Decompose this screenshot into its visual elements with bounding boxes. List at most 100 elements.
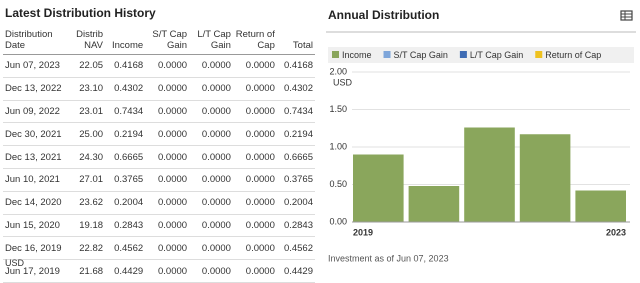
table-cell: Jun 10, 2021 <box>3 168 68 192</box>
bar <box>353 154 404 222</box>
table-cell: 27.01 <box>67 168 106 192</box>
legend-background <box>328 47 634 63</box>
table-cell: 23.10 <box>67 77 106 101</box>
y-tick-label: 1.50 <box>329 104 347 114</box>
table-row: Dec 16, 2019 22.82 0.4562 0.0000 0.0000 0.000… <box>3 236 315 261</box>
table-cell: 0.0000 <box>232 191 277 215</box>
table-cell: 0.2194 <box>105 122 146 147</box>
table-cell: Dec 13, 2021 <box>3 145 68 169</box>
table-row: Dec 13, 2022 23.10 0.4302 0.0000 0.0000 0.000… <box>3 77 315 101</box>
table-cell: 0.0000 <box>189 191 233 215</box>
table-cell: Dec 30, 2021 <box>3 122 68 147</box>
table-footer: USD <box>5 258 25 268</box>
table-cell: 0.6665 <box>276 145 315 169</box>
table-cell: 0.0000 <box>145 77 190 101</box>
legend-label: Return of Cap <box>545 50 601 60</box>
column-header: Income <box>105 29 146 55</box>
table-cell: 0.0000 <box>145 259 190 283</box>
table-cell: 0.3765 <box>105 168 146 192</box>
table-cell: 22.05 <box>67 54 106 78</box>
chart-note: Investment as of Jun 07, 2023 <box>328 253 449 263</box>
table-row: Jun 09, 2022 23.01 0.7434 0.0000 0.0000 0.000… <box>3 100 315 124</box>
table-cell: 0.0000 <box>189 259 233 283</box>
table-cell: 0.2004 <box>105 191 146 215</box>
table-cell: 0.0000 <box>189 145 233 169</box>
bar <box>575 190 626 222</box>
icon-frame <box>620 10 633 21</box>
table-cell: Jun 07, 2023 <box>3 54 68 78</box>
table-cell: 0.0000 <box>232 259 277 283</box>
table-cell: 0.0000 <box>232 214 277 238</box>
column-header: Distribution Date <box>3 29 68 55</box>
table-cell: 22.82 <box>67 236 106 261</box>
legend-swatch <box>459 51 467 58</box>
table-cell: 0.0000 <box>232 100 277 124</box>
table-cell: 0.0000 <box>189 214 233 238</box>
table-cell: 0.0000 <box>189 168 233 192</box>
table-cell: 0.0000 <box>189 236 233 261</box>
table-cell: 23.62 <box>67 191 106 215</box>
table-cell: 0.0000 <box>232 122 277 147</box>
table-cell: 0.4302 <box>105 77 146 101</box>
table-cell: 0.0000 <box>232 54 277 78</box>
table-row: Jun 07, 2023 22.05 0.4168 0.0000 0.0000 0.000… <box>3 54 315 78</box>
legend-label: Income <box>342 50 372 60</box>
table-cell: Dec 13, 2022 <box>3 77 68 101</box>
table-cell: 0.0000 <box>189 77 233 101</box>
bar <box>464 127 515 222</box>
table-cell: 24.30 <box>67 145 106 169</box>
table-cell: 0.6665 <box>105 145 146 169</box>
chart: Annual Distribution Investment as of Jun… <box>326 8 636 263</box>
table-cell: 0.0000 <box>145 54 190 78</box>
table-cell: 0.0000 <box>232 145 277 169</box>
table-cell: 0.0000 <box>189 100 233 124</box>
column-header: S/T Cap Gain <box>145 29 190 55</box>
legend-swatch <box>383 51 391 58</box>
table-cell: 21.68 <box>67 259 106 283</box>
legend-swatch <box>535 51 543 58</box>
y-tick-label: 0.00 <box>329 216 347 226</box>
table-cell: 0.0000 <box>232 168 277 192</box>
column-header: Total <box>276 29 315 55</box>
table-row: Dec 13, 2021 24.30 0.6665 0.0000 0.0000 0.000… <box>3 145 315 169</box>
column-header: L/T Cap Gain <box>189 29 233 55</box>
table-cell: 0.2843 <box>105 214 146 238</box>
table-cell: 0.0000 <box>189 122 233 147</box>
table-title: Latest Distribution History <box>5 6 156 20</box>
header-row: Distribution Date Distrib NAV Income S/T Ca… <box>3 29 315 55</box>
table-cell: Jun 09, 2022 <box>3 100 68 124</box>
table-cell: 0.7434 <box>105 100 146 124</box>
table-cell: 0.4302 <box>276 77 315 101</box>
table-row: Dec 14, 2020 23.62 0.2004 0.0000 0.0000 0.000… <box>3 191 315 215</box>
chart-title: Annual Distribution <box>328 8 439 22</box>
table-row: Jun 17, 2019 21.68 0.4429 0.0000 0.0000 0.000… <box>3 259 315 283</box>
table-cell: Dec 16, 2019 <box>3 236 68 261</box>
table-cell: 0.4429 <box>105 259 146 283</box>
table-row: Jun 10, 2021 27.01 0.3765 0.0000 0.0000 0.000… <box>3 168 315 192</box>
bar <box>408 186 460 222</box>
table-body: Jun 07, 2023 22.05 0.4168 0.0000 0.0000 0.000… <box>3 54 315 283</box>
table-cell: 0.2004 <box>276 191 315 215</box>
table-cell: 23.01 <box>67 100 106 124</box>
table-cell: 0.4562 <box>105 236 146 261</box>
column-header: Distrib NAV <box>67 29 106 55</box>
y-tick-label: 1.00 <box>329 141 347 151</box>
y-tick-label: 0.50 <box>329 179 347 189</box>
table-cell: 0.2843 <box>276 214 315 238</box>
x-tick-label: 2023 <box>606 227 626 237</box>
table-cell: 0.2194 <box>276 122 315 147</box>
legend-label: S/T Cap Gain <box>394 50 448 60</box>
table-cell: 0.3765 <box>276 168 315 192</box>
legend-label: L/T Cap Gain <box>470 50 523 60</box>
table-cell: 25.00 <box>67 122 106 147</box>
table-cell: 0.0000 <box>232 77 277 101</box>
bar <box>519 134 571 222</box>
y-axis-label: USD <box>333 77 353 87</box>
table-cell: 0.0000 <box>232 236 277 261</box>
page: Latest Distribution History Distribution… <box>3 6 636 283</box>
legend-swatch <box>332 51 339 58</box>
y-tick-label: 2.00 <box>329 66 347 76</box>
table-cell: 0.0000 <box>145 100 190 124</box>
table-view-icon[interactable] <box>620 10 633 21</box>
table-cell: Jun 15, 2020 <box>3 214 68 238</box>
